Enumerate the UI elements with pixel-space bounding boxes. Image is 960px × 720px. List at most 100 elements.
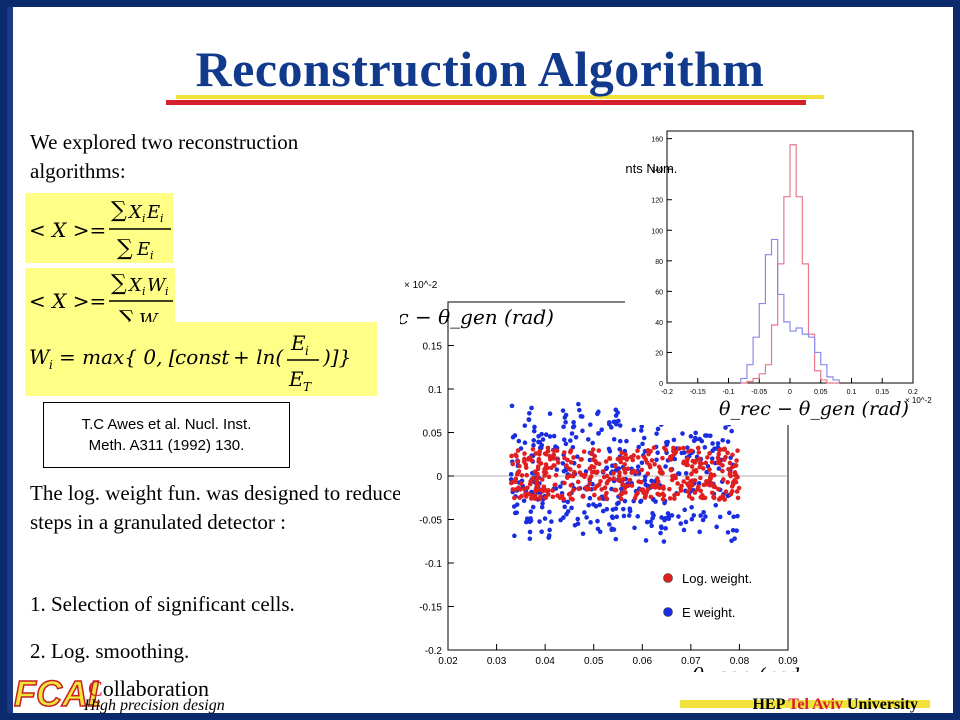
log-weight-point (619, 450, 625, 456)
log-weight-point (707, 467, 712, 472)
log-weight-point (711, 495, 717, 501)
log-weight-point (657, 469, 663, 475)
log-weight-point (697, 464, 703, 470)
log-weight-point (550, 488, 555, 493)
footer-collaboration: Collaboration (88, 676, 209, 702)
log-weight-point (732, 470, 738, 475)
e-weight-point (570, 424, 576, 430)
log-weight-point (570, 473, 576, 479)
e-weight-point (604, 466, 609, 472)
scatter-y-tick-label: -0.15 (419, 603, 442, 614)
e-weight-point (528, 509, 534, 514)
log-weight-point (698, 475, 703, 481)
e-weight-point (547, 411, 553, 416)
log-weight-point (515, 459, 521, 464)
citation-box: T.C Awes et al. Nucl. Inst. Meth. A311 (… (43, 402, 290, 468)
e-weight-point (650, 511, 655, 516)
hist-y-tick-label: 120 (651, 198, 663, 205)
svg-text:∑: ∑ (111, 198, 127, 223)
scatter-x-tick-label: 0.04 (535, 656, 555, 667)
log-weight-point (541, 486, 547, 491)
e-weight-point (530, 504, 536, 510)
log-weight-point (617, 473, 622, 479)
scatter-x-tick-label: 0.06 (633, 656, 653, 667)
e-weight-point (650, 515, 655, 521)
log-weight-point (678, 488, 684, 493)
log-weight-point (545, 445, 551, 451)
log-weight-point (596, 482, 602, 487)
e-weight-point (624, 438, 629, 444)
e-weight-point (727, 510, 732, 516)
svg-text:i: i (150, 249, 154, 262)
log-weight-point (596, 461, 602, 467)
e-weight-point (617, 423, 623, 428)
log-weight-point (635, 448, 640, 454)
e-weight-point (613, 421, 619, 427)
e-weight-point (631, 427, 637, 433)
footer-bar (680, 700, 930, 708)
svg-text:< X >=: < X >= (29, 289, 106, 313)
e-weight-point (676, 514, 681, 519)
log-weight-point (716, 451, 722, 457)
e-weight-point (588, 422, 593, 427)
log-weight-point (517, 487, 523, 492)
log-weight-point (601, 474, 607, 480)
log-weight-point (672, 492, 677, 498)
log-weight-point (672, 496, 677, 501)
e-weight-point (735, 513, 740, 519)
collab-first-letter: C (88, 676, 103, 701)
list-item-smoothing: 2. Log. smoothing. (30, 639, 190, 663)
e-weight-point (708, 433, 713, 439)
log-weight-point (690, 478, 695, 483)
e-weight-point (641, 435, 647, 441)
log-weight-point (652, 461, 657, 467)
e-weight-point (563, 441, 569, 447)
e-weight-point (580, 428, 585, 434)
log-weight-point (698, 494, 704, 500)
log-weight-point (587, 481, 592, 487)
log-weight-point (722, 446, 727, 452)
e-weight-point (661, 539, 667, 544)
svg-text:E: E (136, 239, 150, 260)
log-weight-point (587, 476, 592, 482)
collab-rest: ollaboration (102, 676, 209, 701)
e-weight-point (561, 437, 567, 443)
log-weight-point (581, 449, 587, 454)
log-weight-point (623, 452, 628, 457)
log-weight-point (686, 483, 691, 489)
e-weight-point (600, 508, 606, 514)
log-weight-point (669, 477, 675, 483)
e-weight-point (699, 438, 705, 444)
e-weight-point (671, 437, 677, 443)
log-weight-point (599, 487, 604, 492)
log-weight-point (720, 463, 725, 468)
svg-text:W: W (147, 275, 167, 296)
log-weight-point (586, 486, 592, 492)
uni-rest: University (846, 696, 918, 713)
log-weight-point (651, 445, 657, 451)
svg-text:T: T (303, 380, 312, 394)
log-weight-point (667, 456, 673, 461)
log-weight-point (726, 466, 731, 472)
log-weight-point (661, 493, 667, 498)
log-weight-point (720, 494, 726, 500)
log-weight-point (625, 466, 631, 472)
log-weight-point (725, 479, 730, 485)
e-weight-point (574, 454, 580, 459)
e-weight-point (522, 423, 528, 428)
e-weight-point (663, 526, 668, 531)
log-weight-point (557, 495, 563, 501)
log-weight-point (734, 489, 740, 494)
e-weight-point (575, 516, 581, 522)
e-weight-point (590, 440, 596, 446)
hist-x-tick-label: 0.15 (875, 389, 889, 396)
scatter-y-multiplier: × 10^-2 (404, 280, 438, 291)
e-weight-point (617, 438, 623, 444)
e-weight-point (710, 448, 716, 453)
e-weight-point (640, 441, 645, 447)
e-weight-point (561, 424, 566, 430)
formula-weight-definition: W i = max{ 0, [ const + ln( E i E T )]} (25, 322, 377, 396)
e-weight-point (611, 437, 617, 442)
log-weight-point (647, 449, 653, 454)
e-weight-point (536, 439, 541, 445)
